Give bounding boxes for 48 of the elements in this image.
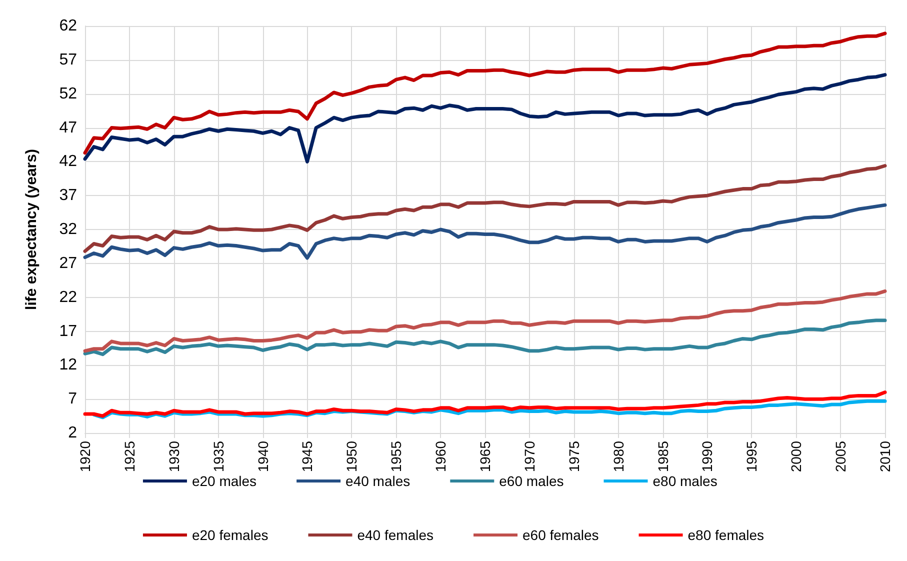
y-tick-label: 52	[59, 85, 78, 102]
x-tick-label: 1990	[699, 440, 716, 472]
y-tick-label: 37	[59, 187, 78, 204]
y-tick-label: 27	[59, 254, 78, 272]
x-tick-label: 2005	[832, 440, 849, 472]
legend-label: e20 males	[192, 473, 257, 489]
y-tick-label: 22	[59, 288, 78, 306]
y-tick-label: 32	[59, 221, 78, 238]
y-tick-label: 7	[68, 390, 78, 408]
x-tick-label: 2000	[788, 440, 804, 472]
line-series	[83, 164, 887, 253]
y-tick-label: 62	[59, 18, 78, 34]
x-tick-label: 1930	[166, 440, 182, 472]
legend-label: e60 females	[522, 527, 599, 543]
line-series	[83, 73, 887, 164]
x-tick-label: 1955	[388, 440, 404, 472]
legend-label: e60 males	[499, 473, 564, 489]
y-tick-label: 2	[68, 424, 78, 442]
line-series	[83, 318, 887, 356]
y-tick-label: 17	[59, 322, 78, 340]
x-tick-label: 1985	[654, 440, 671, 472]
line-series	[83, 289, 887, 353]
y-tick-label: 12	[59, 356, 78, 374]
x-tick-label: 1925	[121, 440, 138, 472]
x-tick-label: 1935	[210, 440, 226, 472]
line-series	[83, 390, 887, 418]
legend-label: e80 females	[688, 527, 764, 543]
y-tick-label: 47	[59, 119, 78, 136]
legend-label: e20 females	[192, 527, 268, 543]
x-tick-label: 1960	[432, 440, 449, 472]
y-axis-title: life expectancy (years)	[23, 149, 40, 310]
y-tick-label: 57	[59, 51, 78, 68]
legend-label: e40 females	[357, 527, 434, 543]
x-tick-label: 1945	[299, 440, 316, 472]
x-tick-label: 1980	[610, 440, 626, 472]
x-tick-label: 1975	[566, 440, 582, 472]
x-tick-label: 1995	[744, 440, 760, 472]
y-tick-label: 42	[59, 153, 78, 170]
line-series	[83, 32, 887, 155]
x-tick-label: 1965	[477, 440, 493, 472]
x-tick-label: 1920	[77, 440, 93, 472]
x-tick-label: 1940	[254, 440, 271, 472]
line-series	[83, 203, 887, 260]
legend-label: e40 males	[346, 473, 410, 489]
x-tick-label: 2010	[877, 440, 893, 472]
x-tick-label: 1970	[521, 440, 538, 472]
x-tick-label: 1950	[344, 440, 360, 472]
legend-label: e80 males	[652, 473, 718, 489]
